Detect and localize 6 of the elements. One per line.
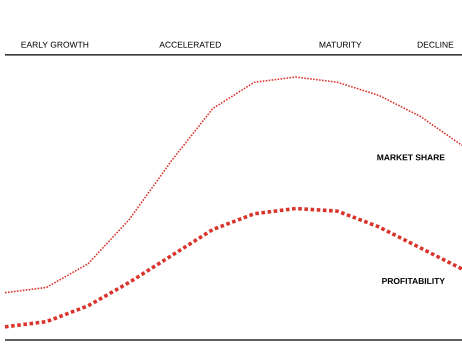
text: MATURITY [320,42,362,48]
series-label: PROFITABILITY [382,278,445,284]
text: DECLINE [418,42,454,48]
text: ACCELERATED [159,42,221,48]
text: MARKET SHARE [377,154,445,160]
text: EARLY GROWTH [22,42,88,48]
